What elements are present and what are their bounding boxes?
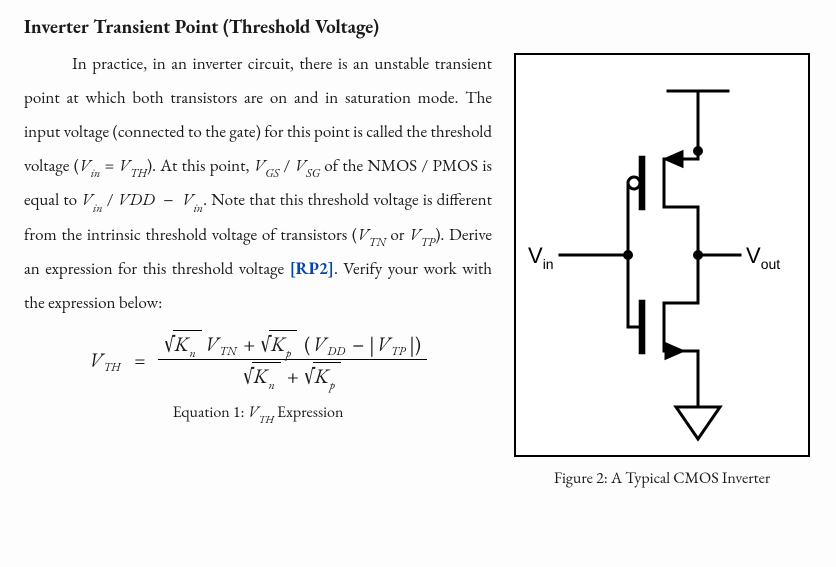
page: Inverter Transient Point (Threshold Volt… (0, 0, 836, 567)
eq-lhs: VTH (89, 347, 122, 373)
svg-text:Vin: Vin (528, 243, 554, 272)
body-paragraph: In practice, in an inverter circuit, the… (24, 47, 492, 320)
eq-numerator: √Kn VTN + √Kp ( VDD −| VTP |) (158, 328, 427, 359)
svg-text:Vout: Vout (746, 243, 780, 272)
equation-caption: Equation 1: VTH Expression (24, 401, 492, 425)
section-title: Inverter Transient Point (Threshold Volt… (24, 14, 812, 39)
equation-block: VTH = √Kn VTN + √Kp ( VDD −| VTP (24, 328, 492, 391)
eq-fraction: √Kn VTN + √Kp ( VDD −| VTP |) √Kn (158, 328, 427, 391)
figure-column: Vin Vout Figure 2: A Typical CMOS Inverte… (512, 47, 812, 488)
cmos-inverter-schematic: Vin Vout (516, 55, 808, 455)
eq-denominator: √Kn + √Kp (237, 360, 348, 391)
eq-equals: = (134, 347, 145, 373)
text-column: In practice, in an inverter circuit, the… (24, 47, 492, 425)
sqrt-kn-1: √Kn (165, 330, 202, 357)
content-row: In practice, in an inverter circuit, the… (24, 47, 812, 488)
eq-lhs-var: V (89, 347, 103, 373)
threshold-equation: VTH = √Kn VTN + √Kp ( VDD −| VTP (89, 328, 427, 391)
sqrt-kp-2: √Kp (305, 362, 341, 389)
eq-lhs-sub: TH (104, 359, 120, 375)
circuit-figure: Vin Vout (514, 53, 810, 457)
vtp: VTP (376, 331, 407, 357)
figure-caption: Figure 2: A Typical CMOS Inverter (512, 467, 812, 488)
vtn: VTN (205, 331, 238, 357)
vdd: VDD (313, 331, 348, 357)
sqrt-kp-1: √Kp (261, 330, 297, 357)
sqrt-kn-2: √Kn (244, 362, 281, 389)
